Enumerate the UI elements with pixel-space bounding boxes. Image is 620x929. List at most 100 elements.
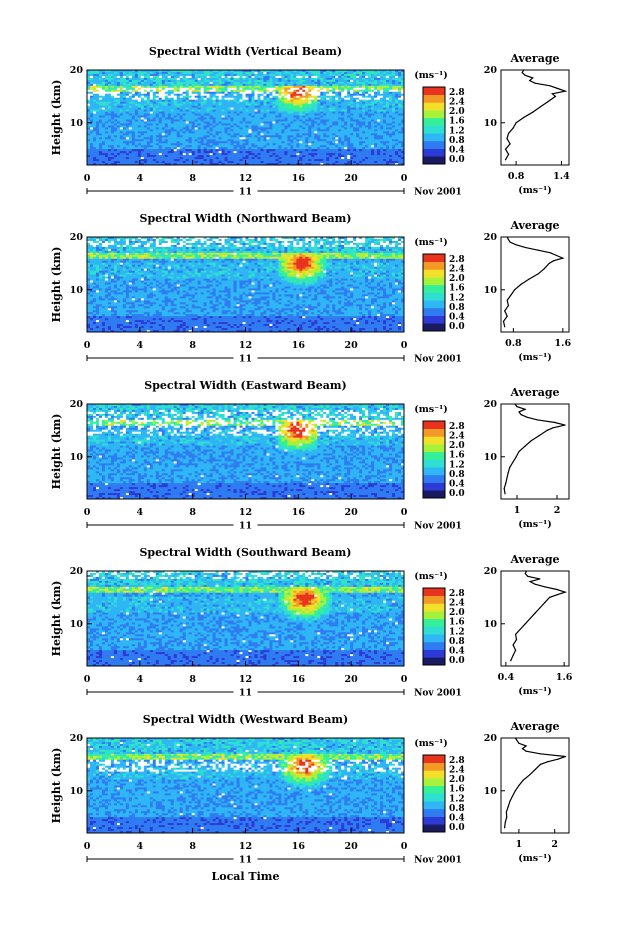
heatmap-cell bbox=[275, 89, 279, 93]
heatmap-cell bbox=[161, 81, 166, 85]
heatmap-cell bbox=[230, 85, 234, 89]
heatmap-cell bbox=[218, 121, 222, 124]
heatmap-cell bbox=[173, 119, 178, 122]
heatmap-cell bbox=[278, 109, 282, 112]
heatmap-cell bbox=[113, 109, 118, 112]
heatmap-cell bbox=[275, 87, 279, 91]
heatmap-cell bbox=[119, 75, 124, 79]
heatmap-cell bbox=[101, 115, 106, 118]
heatmap-cell bbox=[350, 99, 354, 102]
heatmap-cell bbox=[257, 129, 261, 132]
heatmap-cell bbox=[89, 135, 94, 138]
heatmap-cell bbox=[191, 105, 195, 108]
heatmap-cell bbox=[389, 91, 393, 95]
heatmap-cell bbox=[173, 77, 178, 81]
heatmap-cell bbox=[362, 91, 366, 95]
heatmap-cell bbox=[152, 119, 157, 122]
heatmap-cell bbox=[131, 137, 136, 140]
heatmap-cell bbox=[131, 115, 136, 118]
heatmap-cell bbox=[143, 159, 148, 162]
heatmap-cell bbox=[122, 105, 127, 108]
heatmap-cell bbox=[158, 131, 163, 134]
heatmap-cell bbox=[110, 93, 115, 97]
heatmap-cell bbox=[143, 79, 148, 83]
heatmap-cell bbox=[119, 163, 124, 166]
heatmap-cell bbox=[152, 83, 157, 87]
heatmap-cell bbox=[260, 83, 264, 87]
heatmap-cell bbox=[194, 111, 198, 114]
heatmap-cell bbox=[128, 109, 133, 112]
heatmap-cell bbox=[245, 89, 249, 93]
heatmap-cell bbox=[371, 97, 375, 100]
heatmap-cell bbox=[365, 89, 369, 93]
heatmap-cell bbox=[353, 77, 357, 81]
heatmap-cell bbox=[203, 105, 207, 108]
heatmap-cell bbox=[167, 125, 172, 128]
heatmap-cell bbox=[221, 153, 225, 156]
heatmap-cell bbox=[338, 141, 342, 144]
heatmap-cell bbox=[179, 79, 183, 83]
heatmap-cell bbox=[179, 151, 183, 154]
heatmap-cell bbox=[368, 95, 372, 99]
heatmap-cell bbox=[353, 123, 357, 126]
heatmap-cell bbox=[257, 85, 261, 89]
heatmap-cell bbox=[287, 125, 291, 128]
heatmap-cell bbox=[344, 91, 348, 95]
heatmap-cell bbox=[191, 87, 195, 91]
heatmap-cell bbox=[335, 117, 339, 120]
heatmap-cell bbox=[368, 117, 372, 120]
heatmap-cell bbox=[341, 133, 345, 136]
heatmap-cell bbox=[368, 107, 372, 110]
heatmap-cell bbox=[137, 87, 142, 91]
heatmap-cell bbox=[203, 70, 207, 73]
heatmap-cell bbox=[218, 113, 222, 116]
heatmap-cell bbox=[275, 159, 279, 162]
heatmap-cell bbox=[290, 141, 294, 144]
heatmap-cell bbox=[257, 79, 261, 83]
heatmap-cell bbox=[209, 149, 213, 152]
heatmap-cell bbox=[350, 77, 354, 81]
heatmap-cell bbox=[290, 99, 294, 102]
heatmap-cell bbox=[323, 159, 327, 162]
heatmap-cell bbox=[362, 81, 366, 85]
heatmap-cell bbox=[95, 101, 100, 104]
heatmap-cell bbox=[383, 95, 387, 99]
heatmap-cell bbox=[218, 141, 222, 144]
heatmap-cell bbox=[347, 139, 351, 142]
heatmap-cell bbox=[233, 151, 237, 154]
heatmap-cell bbox=[317, 151, 321, 154]
heatmap-cell bbox=[260, 81, 264, 85]
heatmap-cell bbox=[263, 107, 267, 110]
heatmap-cell bbox=[122, 95, 127, 99]
heatmap-cell bbox=[260, 143, 264, 146]
heatmap-cell bbox=[329, 115, 333, 118]
heatmap-cell bbox=[275, 141, 279, 144]
heatmap-cell bbox=[170, 129, 175, 132]
heatmap-cell bbox=[314, 131, 318, 134]
heatmap-cell bbox=[260, 127, 264, 130]
heatmap-cell bbox=[329, 159, 333, 162]
heatmap-cell bbox=[344, 97, 348, 100]
heatmap-cell bbox=[386, 143, 390, 146]
heatmap-cell bbox=[236, 159, 240, 162]
heatmap-cell bbox=[230, 97, 234, 100]
heatmap-cell bbox=[167, 127, 172, 130]
heatmap-cell bbox=[362, 127, 366, 130]
heatmap-cell bbox=[395, 121, 399, 124]
heatmap-cell bbox=[398, 111, 402, 114]
heatmap-cell bbox=[266, 111, 270, 114]
heatmap-cell bbox=[113, 101, 118, 104]
heatmap-cell bbox=[131, 103, 136, 106]
heatmap-cell bbox=[326, 117, 330, 120]
heatmap-cell bbox=[368, 77, 372, 81]
heatmap-cell bbox=[131, 151, 136, 154]
heatmap-cell bbox=[359, 155, 363, 158]
heatmap-cell bbox=[149, 149, 154, 152]
heatmap-cell bbox=[107, 153, 112, 156]
heatmap-cell bbox=[263, 143, 267, 146]
heatmap-cell bbox=[113, 73, 118, 77]
heatmap-cell bbox=[266, 155, 270, 158]
heatmap-cell bbox=[242, 155, 246, 158]
heatmap-cell bbox=[245, 81, 249, 85]
heatmap-cell bbox=[260, 121, 264, 124]
